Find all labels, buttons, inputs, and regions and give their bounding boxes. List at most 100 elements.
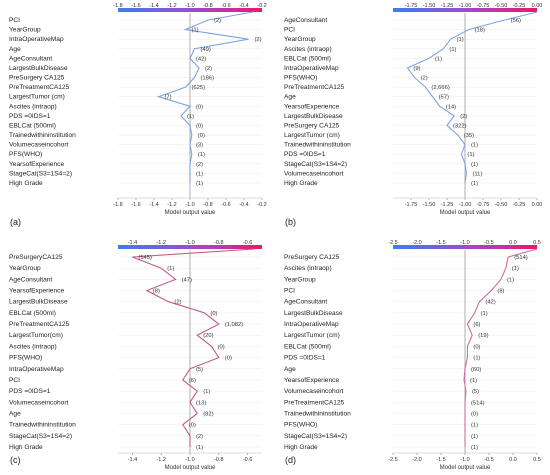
feature-value: (6) [189, 378, 196, 384]
feature-label: PreSurgery CA125 [284, 254, 340, 261]
feature-value: (2) [196, 162, 203, 168]
feature-label: PreTreatmentCA125 [9, 84, 70, 91]
feature-value: (49) [201, 47, 211, 53]
top-tick-label: -0.5 [484, 240, 493, 246]
feature-label: EBLCat (500ml) [284, 343, 331, 350]
feature-label: EBLCat (500ml) [284, 55, 331, 62]
feature-value: (514) [471, 400, 485, 406]
feature-label: YearGroup [9, 265, 41, 272]
feature-label: StageCat(S3=1S4=2) [9, 433, 72, 440]
feature-value: (1) [196, 181, 203, 187]
feature-label: LargestTumor(cm) [9, 332, 63, 339]
colorbar [118, 245, 262, 249]
x-tick-label: -1.0 [460, 457, 469, 463]
top-tick-label: -1.25 [441, 3, 454, 9]
panel-tag: (d) [285, 455, 296, 465]
feature-value: (1) [167, 266, 174, 272]
feature-value: (47) [182, 277, 192, 283]
feature-label: PCI [9, 377, 20, 384]
x-tick-label: -0.5 [484, 457, 493, 463]
feature-label: PreSurgery CA125 [284, 122, 340, 129]
feature-value: (2) [460, 114, 467, 120]
feature-value: (0) [198, 133, 205, 139]
x-axis-label: Model output value [440, 465, 491, 471]
feature-label: Ascites (intraop) [284, 46, 332, 53]
feature-value: (186) [201, 76, 215, 82]
feature-label: PCI [284, 288, 295, 295]
top-tick-label: -0.50 [495, 3, 508, 9]
decision-path [156, 11, 254, 183]
feature-label: LargestBulkDisease [284, 310, 343, 317]
feature-value: (625) [192, 85, 206, 91]
panel-3: -1.4 -1.2 -1.0 -0.8 -0.6 PreSurgeryCA125 YearG… [9, 240, 262, 471]
feature-value: (1,082) [225, 322, 243, 328]
feature-value: (2) [174, 300, 181, 306]
x-tick-label: -1.0 [185, 202, 194, 208]
feature-label: PDS =0IDS=1 [284, 151, 326, 158]
x-tick-label: -0.2 [257, 202, 266, 208]
x-axis-label: Model output value [165, 210, 216, 216]
feature-label: AgeConsultant [9, 55, 52, 62]
top-tick-label: 0.0 [509, 240, 517, 246]
feature-label: Age [9, 46, 21, 53]
feature-value: (1) [467, 152, 474, 158]
x-tick-label: -0.25 [513, 202, 526, 208]
x-tick-label: 0.5 [533, 457, 541, 463]
top-tick-label: -1.8 [113, 3, 122, 9]
feature-value: (1) [471, 181, 478, 187]
top-tick-label: -0.8 [203, 3, 212, 9]
feature-label: Volumecaseincohort [9, 142, 69, 149]
feature-value: (7) [165, 95, 172, 101]
x-tick-label: -1.25 [441, 202, 454, 208]
feature-value: (0) [473, 344, 480, 350]
feature-label: IntraOperativeMap [284, 321, 339, 328]
feature-label: Age [284, 366, 296, 373]
colorbar [118, 8, 262, 12]
panel-4: -2.5 -2.0 -1.5 -1.0 -0.5 0.0 0.5 PreSurgery CA1… [284, 240, 541, 471]
feature-label: LargestBulkDisease [9, 299, 68, 306]
colorbar [393, 245, 537, 249]
feature-label: LargestBulkDisease [9, 65, 68, 72]
feature-label: Trainedwithininstitution [284, 142, 351, 149]
feature-label: Trainedwithininstitution [9, 132, 76, 139]
feature-value: (1) [471, 434, 478, 440]
feature-label: PDS =0IDS=1 [284, 355, 326, 362]
feature-label: Ascites (intraop) [284, 265, 332, 272]
feature-label: Volumecaseincohort [284, 170, 344, 177]
feature-value: (1) [471, 143, 478, 149]
feature-label: PreTreatmentCA125 [284, 84, 345, 91]
top-tick-label: -2.0 [412, 240, 421, 246]
feature-label: AgeConsultant [9, 276, 52, 283]
panel-tag: (a) [10, 217, 21, 227]
feature-label: IntraOperativeMap [9, 366, 64, 373]
feature-label: PCI [9, 17, 20, 24]
feature-label: YearsofExperience [9, 161, 64, 168]
feature-value: (1) [198, 152, 205, 158]
feature-label: LargestTumor (cm) [284, 132, 340, 139]
feature-label: EBLCat (500ml) [9, 122, 56, 129]
feature-value: (6) [473, 322, 480, 328]
feature-value: (0) [218, 344, 225, 350]
feature-value: (5) [472, 389, 479, 395]
x-tick-label: -1.2 [156, 457, 165, 463]
feature-label: YearGroup [284, 36, 316, 43]
x-tick-label: -1.4 [149, 202, 158, 208]
feature-label: Age [284, 94, 296, 101]
feature-value: (1) [512, 266, 519, 272]
top-tick-label: -1.0 [185, 240, 194, 246]
x-tick-label: -1.00 [459, 202, 472, 208]
top-tick-label: -0.2 [257, 3, 266, 9]
decision-path [132, 248, 255, 447]
panel-tag: (c) [10, 455, 21, 465]
feature-value: (2) [421, 76, 428, 82]
feature-label: PFS(WHO) [9, 151, 42, 158]
feature-label: StageCat(S3=1S4=2) [284, 161, 347, 168]
feature-value: (42) [196, 56, 206, 62]
feature-value: (18) [475, 28, 485, 34]
feature-value: (8) [153, 289, 160, 295]
feature-value: (1) [196, 171, 203, 177]
feature-label: Volumecaseincohort [284, 388, 344, 395]
top-tick-label: -1.4 [149, 3, 158, 9]
x-axis-label: Model output value [165, 465, 216, 471]
